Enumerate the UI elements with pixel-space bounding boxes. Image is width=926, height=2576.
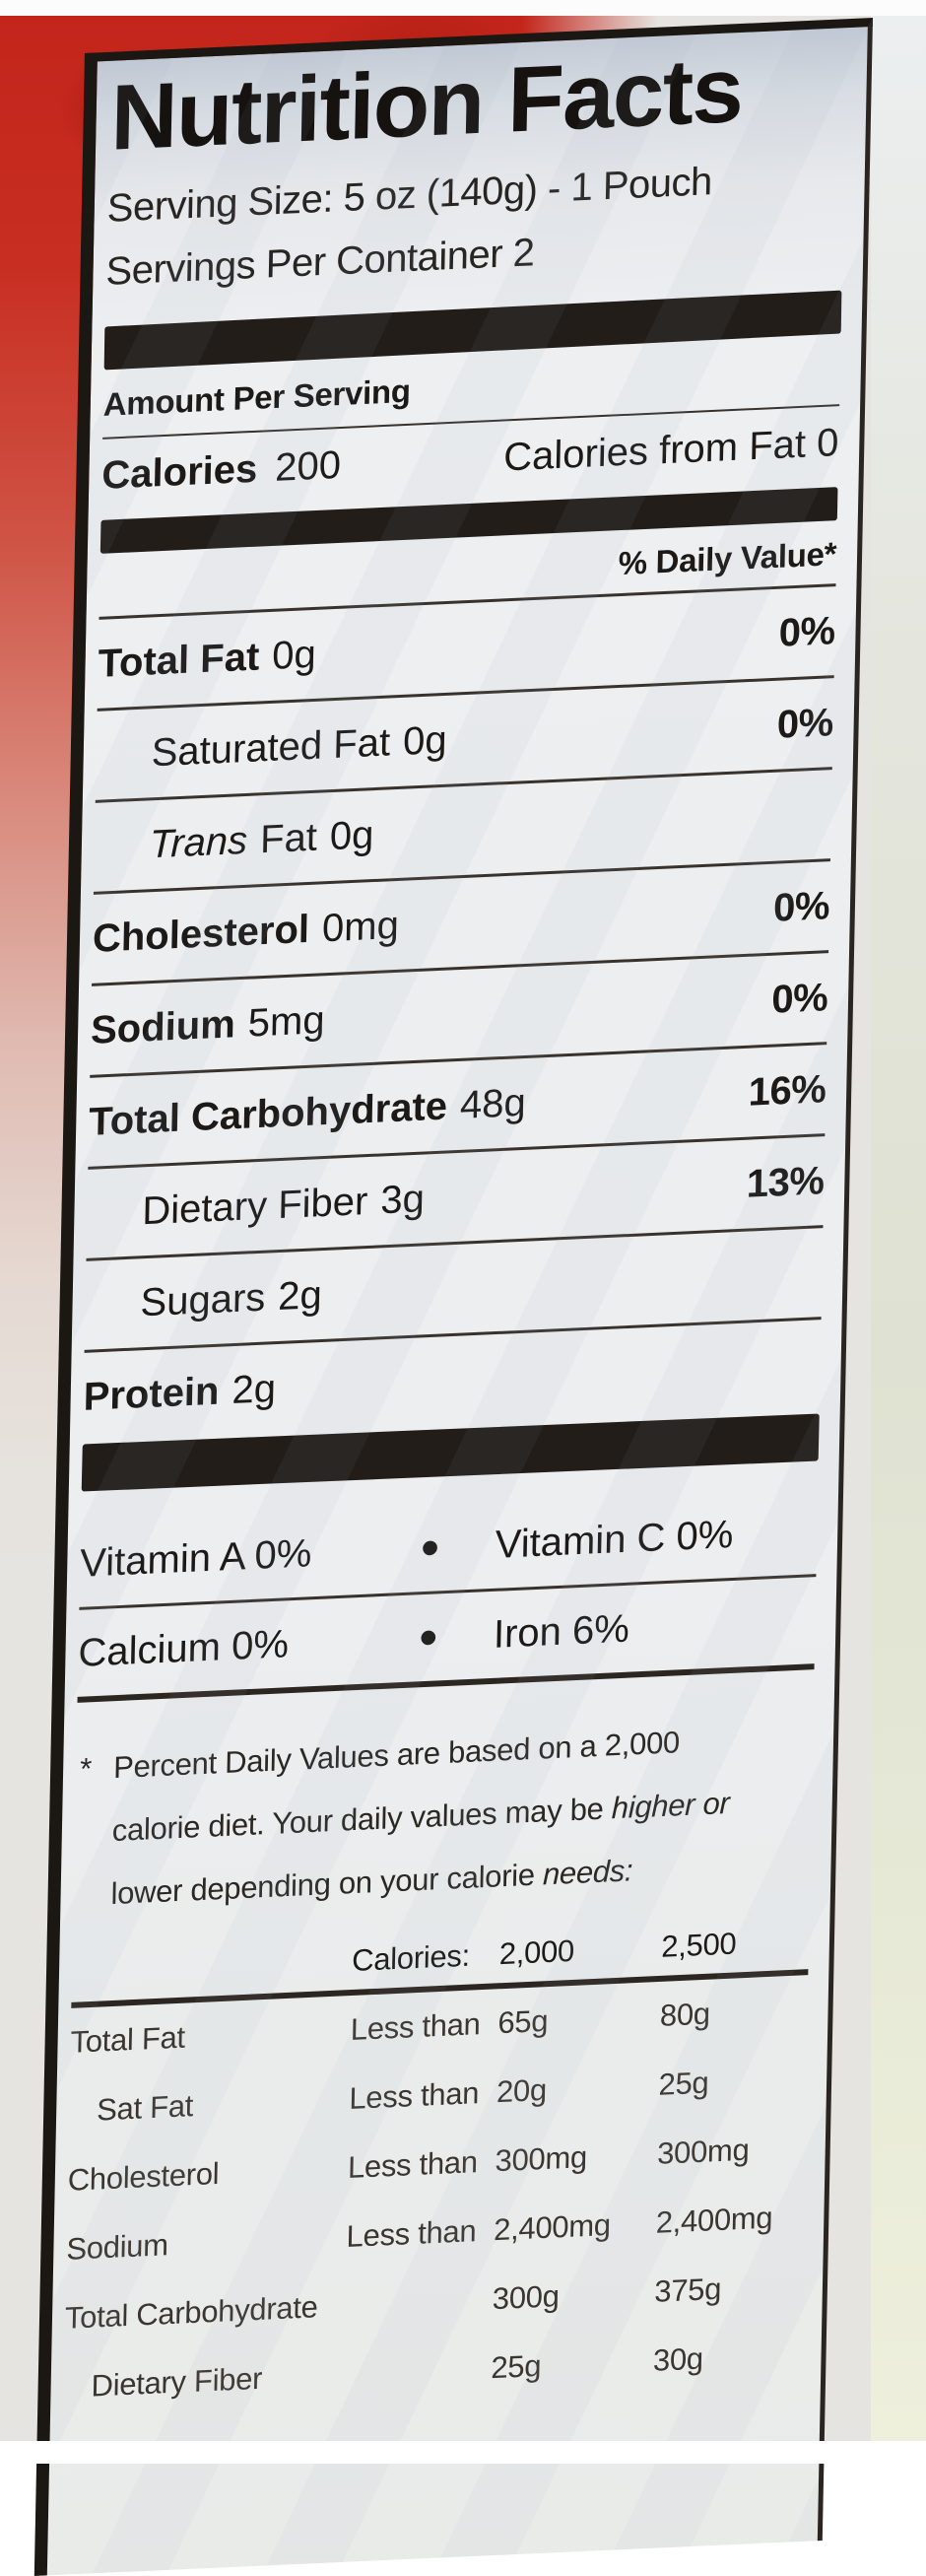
dv-row-2500: 375g	[654, 2271, 722, 2309]
dv-table-header-2000: 2,000	[498, 1932, 575, 1972]
calcium-value: Calcium 0%	[78, 1621, 290, 1675]
dv-table-header-calories: Calories:	[351, 1937, 471, 1979]
nutrient-dv: 0%	[778, 608, 836, 655]
nutrient-name: Protein	[83, 1369, 220, 1419]
vitamin-c-value: Vitamin C 0%	[495, 1512, 734, 1567]
nutrient-amount: 0mg	[321, 903, 400, 950]
footnote-text-italic: needs:	[542, 1853, 633, 1892]
nutrient-name: Sodium	[90, 1001, 236, 1052]
dv-row-name: Total Carbohydrate	[64, 2289, 318, 2336]
nutrient-amount: 48g	[459, 1080, 527, 1127]
dv-row-qualifier: Less than	[349, 2075, 480, 2117]
nutrient-amount: 0g	[271, 632, 317, 678]
package-photo: Nutrition Facts Serving Size: 5 oz (140g…	[0, 0, 926, 2464]
nutrient-name: Cholesterol	[92, 907, 310, 961]
nutrient-name: Dietary Fiber	[141, 1179, 368, 1233]
nutrient-amount: 2g	[232, 1366, 277, 1412]
nutrient-name: Fat	[259, 815, 318, 861]
footnote-text: lower depending on your calorie	[110, 1857, 544, 1912]
dv-row-qualifier	[344, 2368, 492, 2375]
nutrient-dv: 0%	[772, 883, 830, 930]
nutrient-dv: 0%	[770, 975, 828, 1022]
dv-row-name: Total Fat	[70, 2019, 186, 2060]
footnote-text: calorie diet. Your daily values may be	[111, 1791, 613, 1849]
dv-row-2000: 25g	[491, 2348, 542, 2386]
calories-from-fat: Calories from Fat 0	[502, 420, 839, 479]
label-content: Nutrition Facts Serving Size: 5 oz (140g…	[50, 27, 868, 2422]
iron-value: Iron 6%	[493, 1606, 630, 1657]
nutrient-dv: 16%	[748, 1066, 827, 1115]
calories-left: Calories 200	[100, 442, 342, 498]
label-title: Nutrition Facts	[109, 36, 744, 169]
dv-row-2000: 65g	[497, 2003, 549, 2041]
nutrient-name: Saturated Fat	[151, 719, 391, 775]
dv-row-2000: 2,400mg	[493, 2206, 612, 2248]
dv-table-header-2500: 2,500	[661, 1926, 737, 1964]
nutrition-facts-label: Nutrition Facts Serving Size: 5 oz (140g…	[33, 18, 874, 2576]
footnote-asterisk: *	[79, 1751, 93, 1787]
footnote: * Percent Daily Values are based on a 2,…	[73, 1669, 815, 1928]
dv-row-qualifier	[345, 2299, 493, 2306]
dv-row-2500: 2,400mg	[655, 2200, 773, 2240]
calories-value: 200	[274, 442, 342, 490]
nutrient-amount: 2g	[277, 1272, 323, 1319]
photo-top-margin	[0, 0, 926, 16]
nutrient-dv: 13%	[746, 1158, 825, 1206]
dv-row-2000: 20g	[496, 2072, 548, 2110]
dv-row-name: Sat Fat	[96, 2088, 194, 2128]
dv-row-qualifier: Less than	[347, 2144, 479, 2186]
footnote-text-italic: higher or	[611, 1785, 730, 1826]
dv-row-qualifier: Less than	[350, 2006, 481, 2048]
dv-row-2500: 80g	[659, 1996, 711, 2033]
nutrient-name: Total Fat	[98, 634, 260, 686]
dv-row-2500: 300mg	[656, 2132, 750, 2171]
nutrient-amount: 0g	[402, 717, 448, 764]
dv-row-2000: 300mg	[495, 2139, 588, 2179]
nutrient-dv: 0%	[776, 700, 834, 747]
dv-table-header-blank	[72, 1961, 352, 1974]
photo-bottom-margin	[0, 2441, 926, 2464]
nutrient-name-italic: Trans	[149, 818, 248, 866]
dv-row-name: Sodium	[66, 2227, 169, 2267]
bullet-separator-icon: •	[420, 1518, 440, 1579]
bullet-separator-icon: •	[418, 1607, 438, 1668]
nutrient-amount: 0g	[329, 812, 374, 858]
dv-row-qualifier: Less than	[346, 2213, 477, 2255]
nutrient-name: Total Carbohydrate	[88, 1083, 448, 1144]
dv-row-name: Cholesterol	[67, 2155, 220, 2198]
vitamin-a-value: Vitamin A 0%	[79, 1530, 312, 1586]
calories-label: Calories	[100, 446, 258, 498]
nutrient-amount: 5mg	[247, 997, 326, 1046]
dv-row-name: Dietary Fiber	[91, 2360, 263, 2404]
dv-row-2500: 30g	[652, 2340, 704, 2378]
dv-row-2500: 25g	[658, 2065, 709, 2102]
nutrient-amount: 3g	[379, 1176, 426, 1222]
dv-row-2000: 300g	[492, 2278, 560, 2317]
nutrient-name: Sugars	[140, 1275, 266, 1324]
